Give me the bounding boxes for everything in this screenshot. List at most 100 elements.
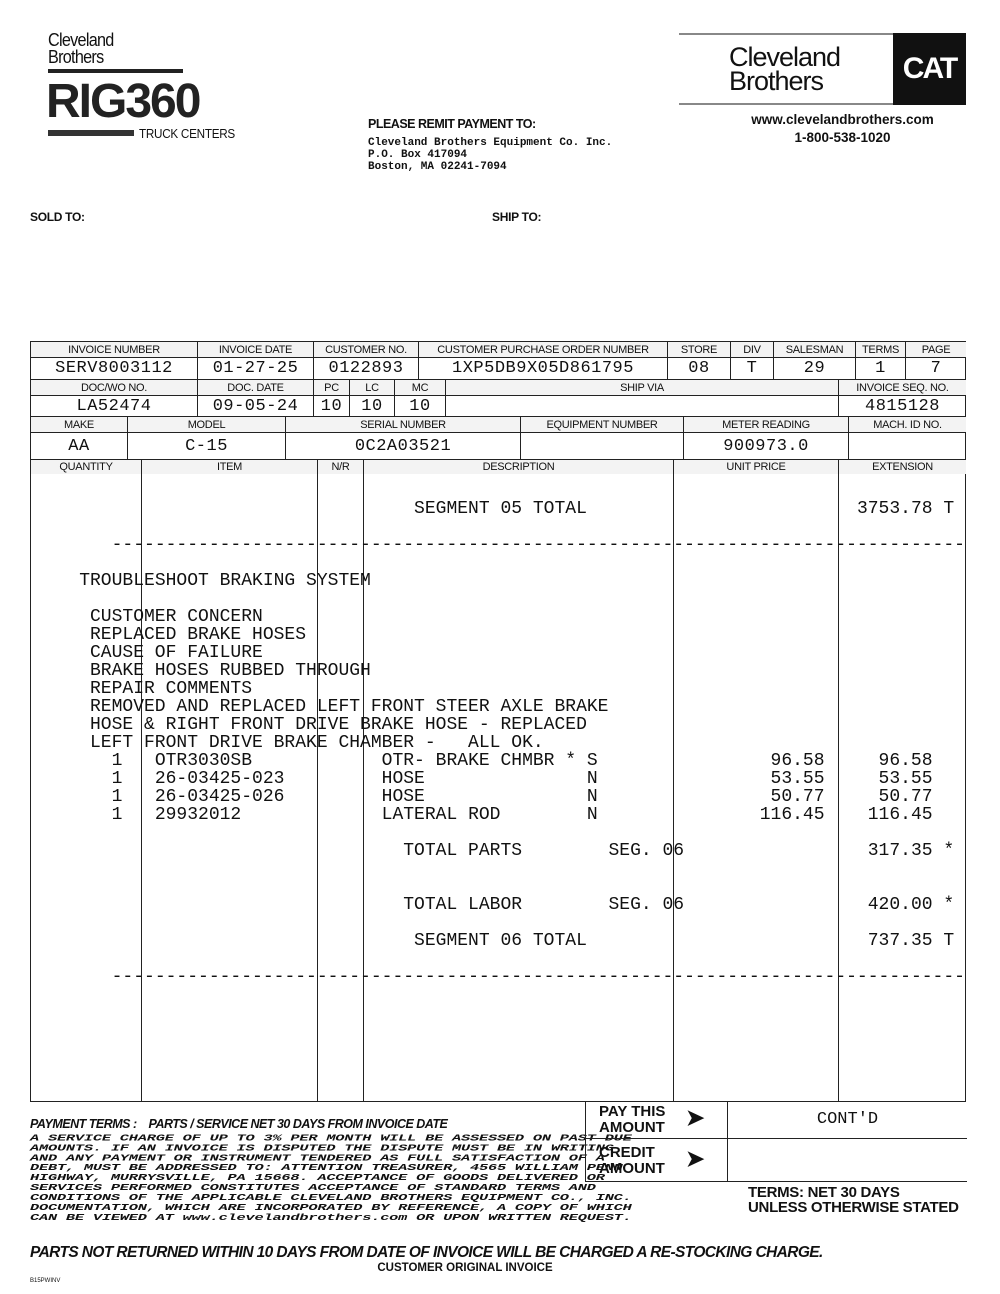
field-value bbox=[520, 432, 683, 459]
field-value: 0122893 bbox=[313, 357, 418, 379]
segment-total: 737.35 T bbox=[867, 931, 955, 951]
note-line: HOSE & RIGHT FRONT DRIVE BRAKE HOSE - RE… bbox=[90, 715, 587, 735]
field-label: MAKE bbox=[30, 416, 127, 432]
total-parts-seg: SEG. 06 bbox=[608, 841, 685, 861]
logo-sub: TRUCK CENTERS bbox=[139, 126, 235, 141]
job-title: TROUBLESHOOT BRAKING SYSTEM bbox=[79, 571, 371, 591]
field-value: 7 bbox=[905, 357, 966, 379]
field-label: CUSTOMER NO. bbox=[313, 341, 418, 357]
payment-terms: PAYMENT TERMS : PARTS / SERVICE NET 30 D… bbox=[30, 1117, 448, 1131]
field-value: AA bbox=[30, 432, 127, 459]
ship-to-label: SHIP TO: bbox=[492, 210, 542, 224]
fine-print: A SERVICE CHARGE OF UP TO 3% PER MONTH W… bbox=[30, 1132, 632, 1223]
column-header: DESCRIPTION bbox=[363, 459, 673, 474]
logo-line: Cleveland bbox=[729, 42, 841, 72]
amount-box: PAY THIS AMOUNT ➤ CONT'D CREDIT AMOUNT ➤ bbox=[585, 1102, 967, 1182]
field-value bbox=[445, 395, 838, 416]
field-value: LA52474 bbox=[30, 395, 197, 416]
item-description: OTR- BRAKE CHMBR * S bbox=[381, 751, 598, 771]
field-label: MACH. ID NO. bbox=[848, 416, 966, 432]
field-label: MC bbox=[394, 379, 445, 395]
field-label: MODEL bbox=[127, 416, 285, 432]
item-extension: 50.77 bbox=[878, 787, 933, 807]
item-number: 26-03425-023 bbox=[154, 769, 285, 789]
item-number: 29932012 bbox=[154, 805, 242, 825]
item-description: HOSE N bbox=[381, 769, 598, 789]
logo-line: Brothers bbox=[729, 66, 824, 96]
note-line: BRAKE HOSES RUBBED THROUGH bbox=[90, 661, 371, 681]
field-value: 10 bbox=[349, 395, 394, 416]
segment-total: 3753.78 T bbox=[856, 499, 955, 519]
field-value bbox=[848, 432, 966, 459]
field-label: SALESMAN bbox=[773, 341, 855, 357]
logo-bar bbox=[48, 69, 183, 73]
field-value: 1XP5DB9X05D861795 bbox=[418, 357, 667, 379]
note-line: REPLACED BRAKE HOSES bbox=[90, 625, 307, 645]
note-line: LEFT FRONT DRIVE BRAKE CHAMBER - ALL OK. bbox=[90, 733, 544, 753]
item-number: 26-03425-026 bbox=[154, 787, 285, 807]
field-label: PC bbox=[313, 379, 349, 395]
label-line: AMOUNT bbox=[599, 1119, 665, 1136]
field-label: INVOICE NUMBER bbox=[30, 341, 197, 357]
note-line: REPAIR COMMENTS bbox=[90, 679, 253, 699]
total-parts-value: 317.35 * bbox=[867, 841, 955, 861]
payment-terms-label: PAYMENT TERMS : bbox=[30, 1117, 137, 1131]
terms-line: TERMS: NET 30 DAYS bbox=[748, 1184, 900, 1201]
field-label: TERMS bbox=[855, 341, 905, 357]
address-line: Boston, MA 02241-7094 bbox=[368, 161, 507, 173]
phone: 1-800-538-1020 bbox=[794, 130, 891, 145]
remit-address: Cleveland Brothers Equipment Co. Inc. P.… bbox=[368, 137, 612, 173]
logo-line: Cleveland bbox=[48, 30, 114, 50]
field-label: PAGE bbox=[905, 341, 966, 357]
field-value: 09-05-24 bbox=[197, 395, 313, 416]
item-quantity: 1 bbox=[111, 787, 123, 807]
label-line: PAY THIS bbox=[599, 1103, 666, 1120]
cat-badge: CAT bbox=[893, 33, 966, 105]
item-number: OTR3030SB bbox=[154, 751, 253, 771]
item-description: LATERAL ROD N bbox=[381, 805, 598, 825]
item-unit-price: 116.45 bbox=[759, 805, 825, 825]
logo-brand: RIG360 bbox=[46, 75, 201, 128]
logo-text: Cleveland Brothers bbox=[729, 42, 841, 96]
address-line: P.O. Box 417094 bbox=[368, 149, 468, 161]
field-label: METER READING bbox=[683, 416, 848, 432]
total-labor-seg: SEG. 06 bbox=[608, 895, 685, 915]
item-quantity: 1 bbox=[111, 769, 123, 789]
label-line: CREDIT bbox=[599, 1144, 655, 1161]
terms-line: UNLESS OTHERWISE STATED bbox=[748, 1199, 959, 1216]
credit-amount-label: CREDIT AMOUNT ➤ bbox=[586, 1139, 728, 1182]
remit-title: PLEASE REMIT PAYMENT TO: bbox=[368, 117, 536, 131]
item-unit-price: 50.77 bbox=[770, 787, 825, 807]
note-line: CAUSE OF FAILURE bbox=[90, 643, 263, 663]
item-quantity: 1 bbox=[111, 805, 123, 825]
column-header: EXTENSION bbox=[838, 459, 966, 474]
arrow-right-icon: ➤ bbox=[686, 1105, 705, 1130]
credit-amount-value bbox=[728, 1139, 967, 1182]
logo-text: Cleveland Brothers bbox=[48, 30, 114, 67]
field-value: T bbox=[730, 357, 773, 379]
separator: ----------------------------------------… bbox=[111, 535, 965, 555]
field-label: DIV bbox=[730, 341, 773, 357]
total-labor-label: TOTAL LABOR bbox=[403, 895, 523, 915]
arrow-right-icon: ➤ bbox=[686, 1146, 705, 1171]
column-divider bbox=[673, 474, 674, 1101]
field-value: 1 bbox=[855, 357, 905, 379]
field-value: SERV8003112 bbox=[30, 357, 197, 379]
logo-bar bbox=[48, 130, 134, 136]
sold-to-label: SOLD TO: bbox=[30, 210, 85, 224]
field-label: LC bbox=[349, 379, 394, 395]
label-text: CREDIT AMOUNT bbox=[599, 1145, 665, 1177]
cleveland-cat-logo: Cleveland Brothers CAT bbox=[679, 33, 966, 105]
column-divider bbox=[363, 474, 364, 1101]
field-label: DOC. DATE bbox=[197, 379, 313, 395]
invoice-info-table: INVOICE NUMBER SERV8003112 INVOICE DATE 01-… bbox=[30, 341, 966, 474]
total-parts-label: TOTAL PARTS bbox=[403, 841, 523, 861]
logo-line: Brothers bbox=[48, 47, 104, 67]
column-header: UNIT PRICE bbox=[673, 459, 838, 474]
address-line: Cleveland Brothers Equipment Co. Inc. bbox=[368, 137, 613, 149]
column-header: ITEM bbox=[141, 459, 317, 474]
column-header: N/R bbox=[317, 459, 363, 474]
column-divider bbox=[141, 474, 142, 1101]
field-value: 900973.0 bbox=[683, 432, 848, 459]
label-line: AMOUNT bbox=[599, 1160, 665, 1177]
